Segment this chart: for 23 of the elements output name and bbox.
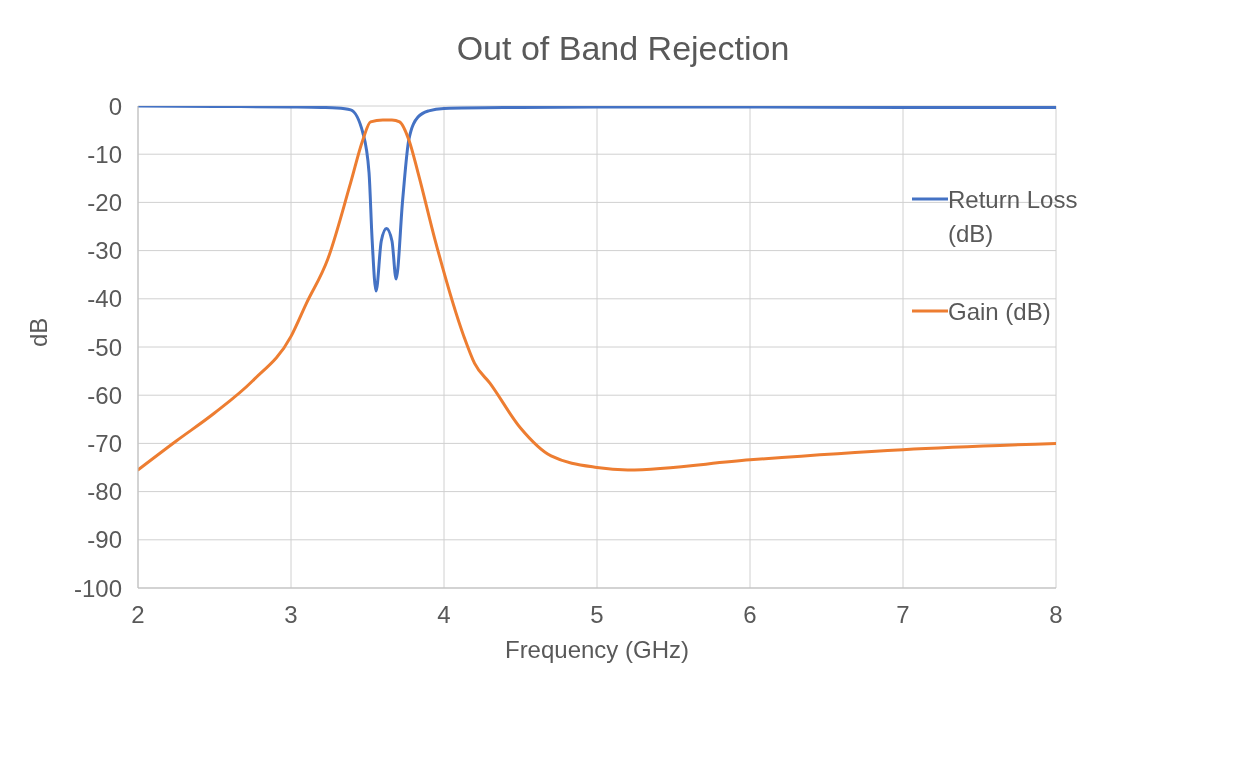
x-tick-label: 2 (131, 601, 145, 629)
y-tick-label: -40 (87, 285, 122, 313)
y-tick-label: -20 (87, 188, 122, 216)
x-tick-label: 6 (743, 601, 757, 629)
legend-label: Gain (dB) (948, 297, 1052, 327)
y-tick-label: -10 (87, 140, 122, 168)
x-tick-label: 7 (896, 601, 910, 629)
x-tick-label: 3 (284, 601, 298, 629)
y-tick-label: -100 (73, 574, 122, 602)
y-axis-title: dB (24, 317, 52, 347)
y-tick-label: -90 (87, 526, 122, 554)
y-tick-label: -70 (87, 429, 122, 457)
x-tick-label: 5 (590, 601, 604, 629)
chart-title: Out of Band Rejection (455, 28, 791, 69)
y-tick-label: -30 (87, 237, 122, 265)
x-axis-title: Frequency (GHz) (504, 636, 690, 663)
y-tick-label: -60 (87, 381, 122, 409)
x-tick-label: 4 (437, 601, 451, 629)
y-tick-label: 0 (108, 92, 122, 120)
x-tick-label: 8 (1049, 601, 1063, 629)
legend-label: Return Loss (dB) (948, 185, 1078, 249)
y-tick-label: -50 (87, 333, 122, 361)
y-tick-label: -80 (87, 478, 122, 506)
